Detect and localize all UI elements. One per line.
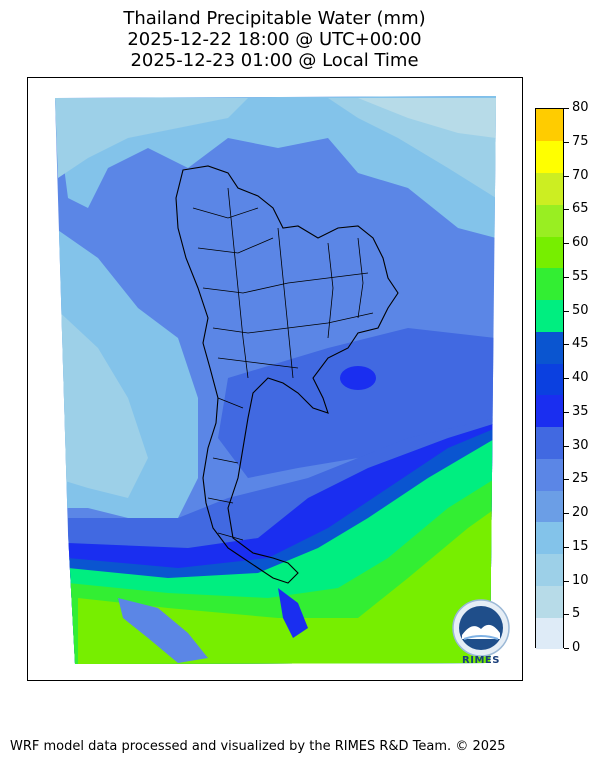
- colorbar-segment: [536, 553, 563, 586]
- colorbar-tick: [564, 648, 569, 649]
- colorbar-segment: [536, 426, 563, 459]
- colorbar-segment: [536, 585, 563, 618]
- colorbar-segment: [536, 331, 563, 364]
- colorbar-tick-label: 45: [572, 336, 589, 351]
- colorbar-segment: [536, 299, 563, 332]
- colorbar-segment: [536, 394, 563, 428]
- rimes-logo: RIMES: [448, 599, 514, 671]
- colorbar-segment: [536, 490, 563, 523]
- title-line-2: 2025-12-22 18:00 @ UTC+00:00: [127, 29, 422, 50]
- colorbar-tick: [564, 243, 569, 244]
- colorbar-tick: [564, 311, 569, 312]
- colorbar-tick: [564, 446, 569, 447]
- colorbar-segment: [536, 458, 563, 491]
- map-panel: RIMES: [27, 77, 523, 681]
- colorbar-tick-label: 20: [572, 505, 589, 520]
- colorbar-tick-label: 55: [572, 269, 589, 284]
- colorbar-segment: [536, 204, 563, 237]
- pw-mid-patch-south: [278, 588, 308, 638]
- colorbar-tick-label: 65: [572, 201, 589, 216]
- colorbar-segment: [536, 267, 563, 301]
- footer-credit: WRF model data processed and visualized …: [10, 739, 506, 754]
- colorbar-tick: [564, 412, 569, 413]
- colorbar-tick: [564, 378, 569, 379]
- colorbar-segment: [536, 140, 563, 173]
- colorbar-segment: [536, 521, 563, 555]
- colorbar-tick: [564, 142, 569, 143]
- title-line-3: 2025-12-23 01:00 @ Local Time: [130, 50, 419, 71]
- colorbar-segment: [536, 236, 563, 269]
- colorbar-tick: [564, 581, 569, 582]
- colorbar-tick-label: 30: [572, 438, 589, 453]
- colorbar-segment: [536, 109, 563, 142]
- colorbar-tick-label: 80: [572, 100, 589, 115]
- pw-10-15-ne: [358, 98, 496, 138]
- colorbar-segment: [536, 363, 563, 396]
- rimes-globe-logo-icon: [452, 599, 510, 657]
- province-boundaries: [192, 187, 374, 541]
- colorbar-tick: [564, 513, 569, 514]
- colorbar-tick: [564, 108, 569, 109]
- thailand-border: [175, 165, 399, 584]
- pw-15-20-west: [55, 308, 148, 498]
- colorbar-segment: [536, 617, 563, 650]
- precipitable-water-map: [55, 96, 496, 664]
- colorbar-tick-label: 0: [572, 640, 581, 655]
- title-line-1: Thailand Precipitable Water (mm): [123, 8, 426, 29]
- colorbar: [535, 108, 564, 650]
- colorbar-tick-label: 70: [572, 168, 589, 183]
- colorbar-tick: [564, 479, 569, 480]
- chart-title: Thailand Precipitable Water (mm) 2025-12…: [0, 8, 549, 71]
- colorbar-tick: [564, 209, 569, 210]
- pw-low-patch-south: [118, 598, 208, 663]
- colorbar-tick-label: 35: [572, 404, 589, 419]
- colorbar-tick-label: 5: [572, 606, 581, 621]
- rimes-logo-label: RIMES: [462, 655, 500, 666]
- colorbar-tick: [564, 176, 569, 177]
- pw-15-20-nw: [55, 98, 248, 178]
- colorbar-tick-label: 75: [572, 134, 589, 149]
- colorbar-tick-label: 40: [572, 370, 589, 385]
- field-layers: [55, 96, 496, 664]
- colorbar-tick: [564, 277, 569, 278]
- colorbar-tick: [564, 547, 569, 548]
- colorbar-tick-label: 60: [572, 235, 589, 250]
- colorbar-segment: [536, 172, 563, 205]
- colorbar-tick-label: 15: [572, 539, 589, 554]
- colorbar-tick-label: 10: [572, 573, 589, 588]
- colorbar-tick-label: 25: [572, 471, 589, 486]
- colorbar-tick: [564, 344, 569, 345]
- colorbar-tick: [564, 614, 569, 615]
- colorbar-tick-label: 50: [572, 303, 589, 318]
- pw-patch-east: [340, 366, 376, 390]
